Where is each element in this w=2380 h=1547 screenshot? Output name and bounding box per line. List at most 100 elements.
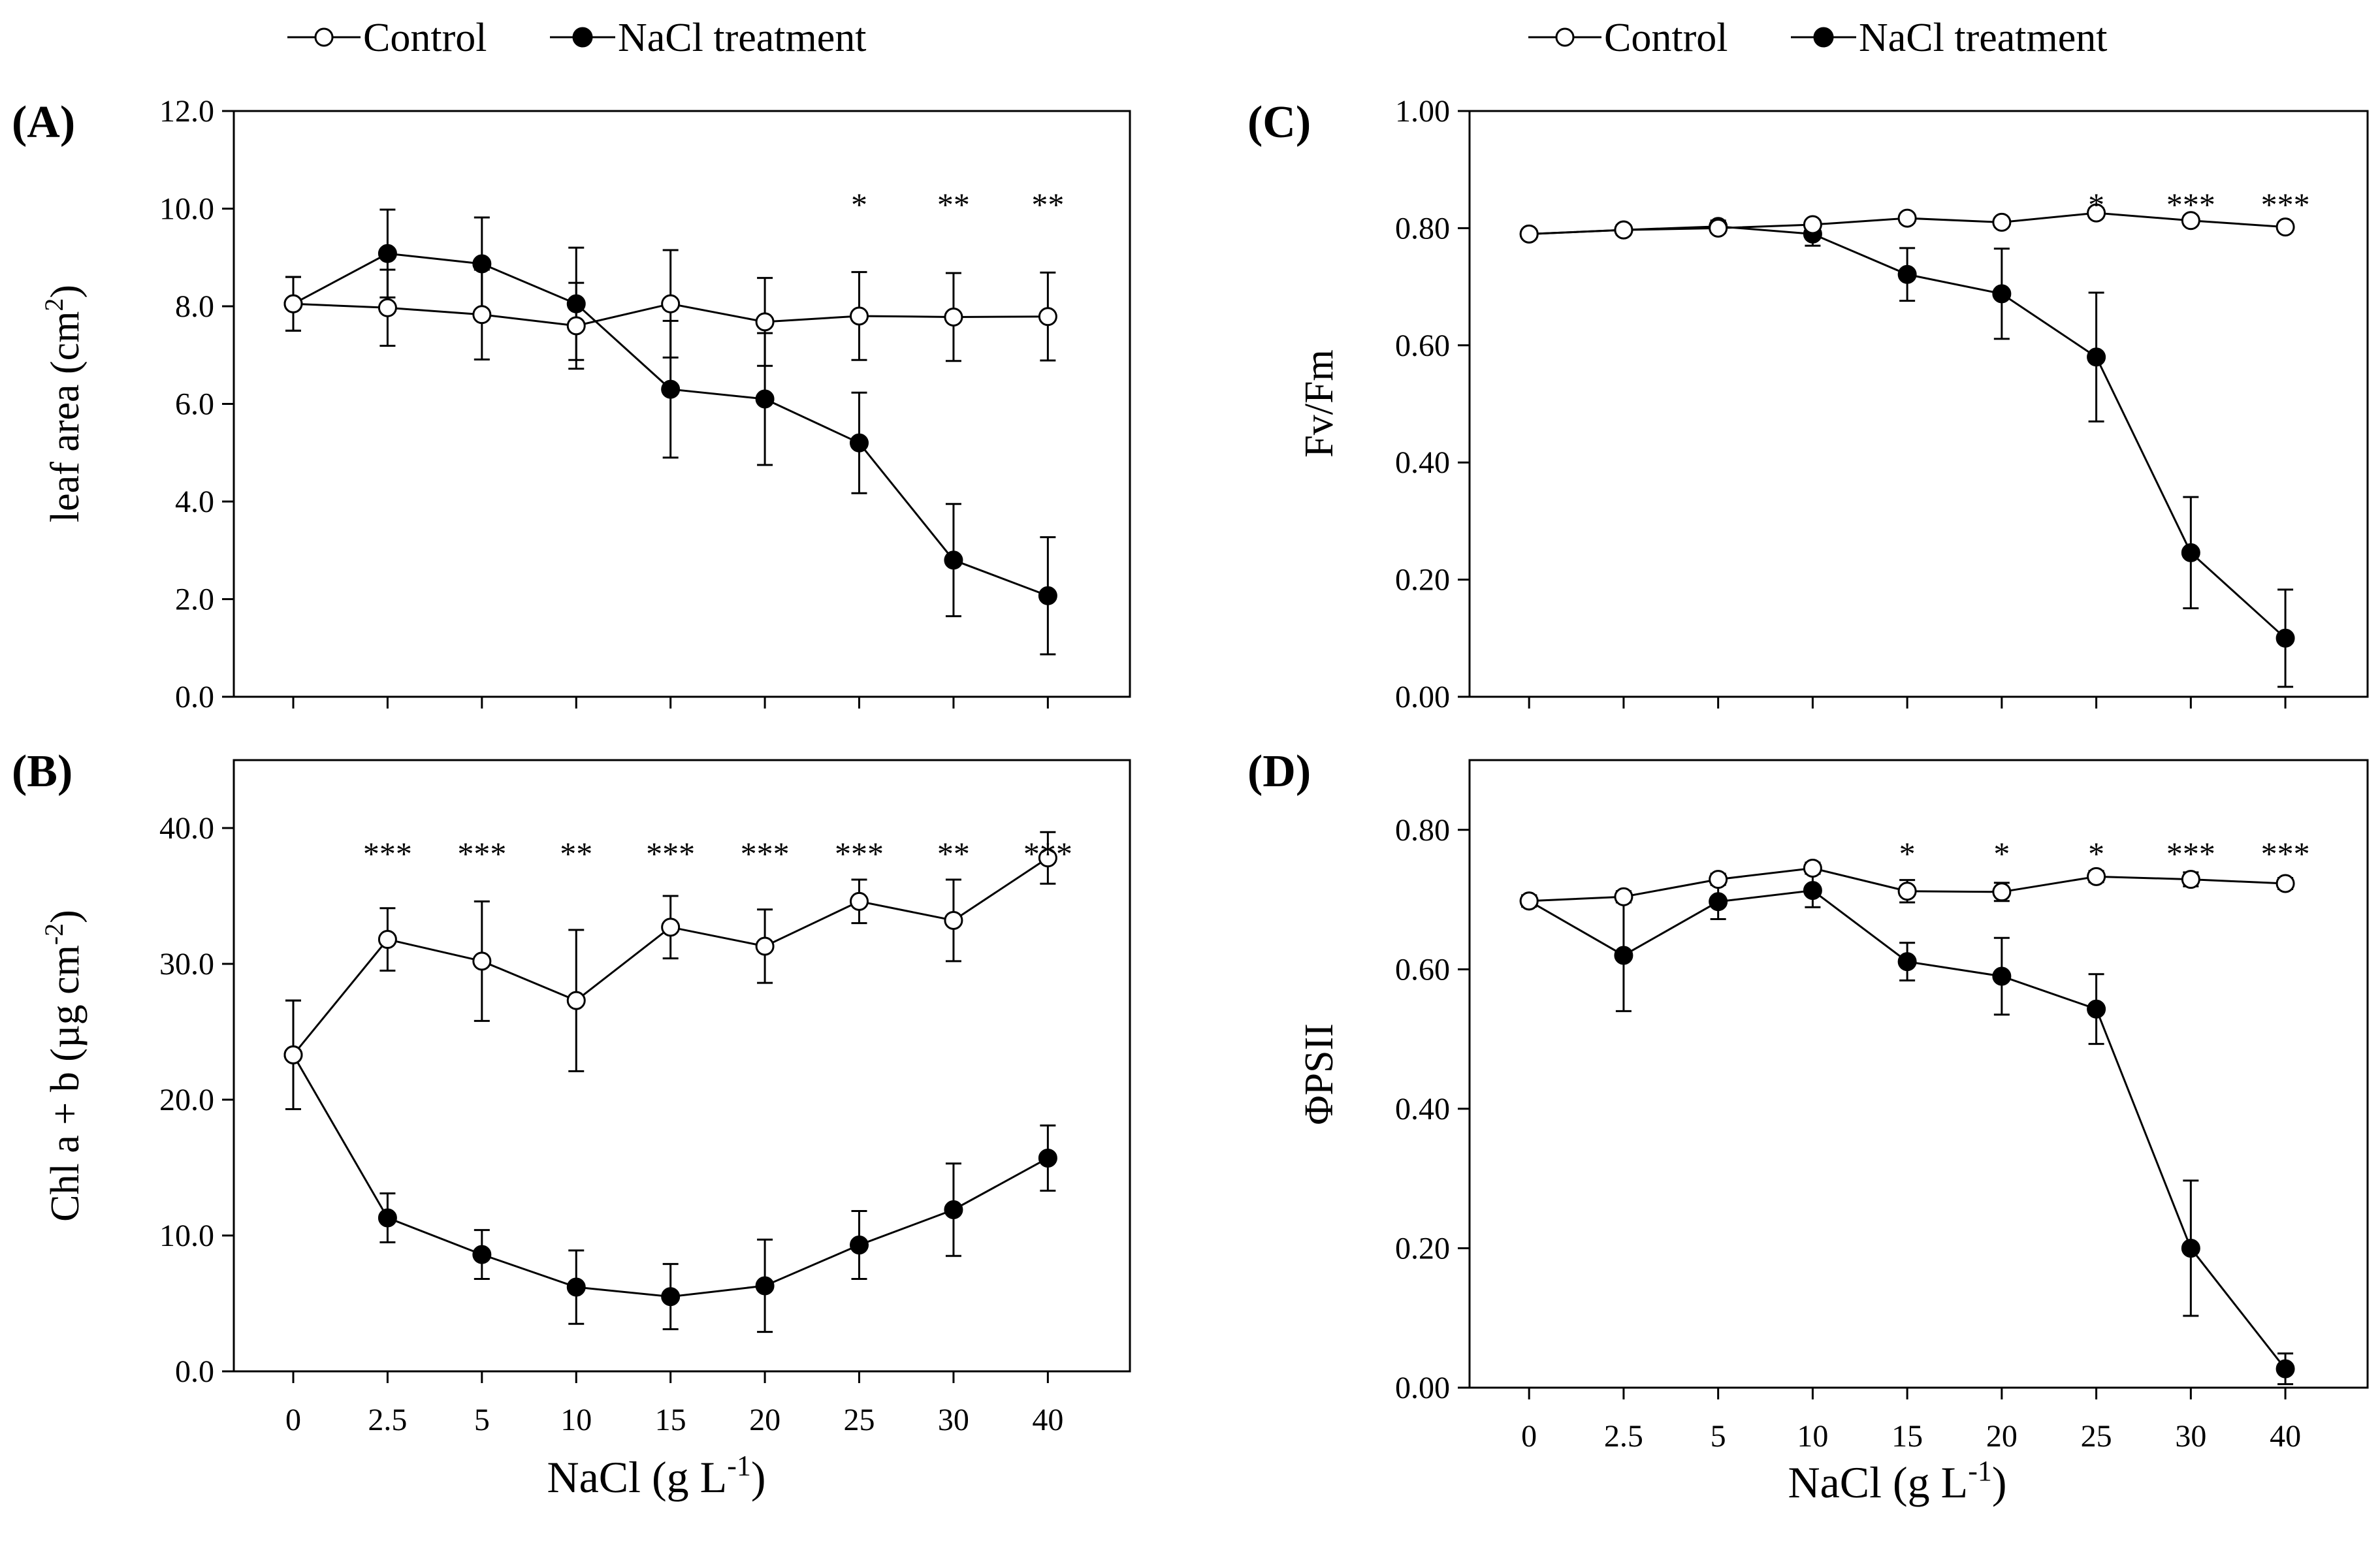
control-point — [2087, 203, 2106, 223]
control-point — [378, 930, 397, 949]
significance-marker: *** — [457, 835, 506, 872]
y-tick-label: 1.00 — [1395, 94, 1450, 129]
y-tick-label: 0.20 — [1395, 1231, 1450, 1266]
control-point — [1519, 224, 1539, 244]
plot-frame — [233, 759, 1131, 1373]
x-tick-label: 30 — [2175, 1419, 2206, 1454]
control-point — [944, 307, 963, 327]
y-tick-label: 0.0 — [175, 680, 214, 714]
significance-marker: * — [1899, 835, 1916, 872]
x-tick-label: 5 — [1711, 1419, 1726, 1454]
nacl-point — [944, 550, 963, 570]
nacl-point — [1897, 264, 1917, 284]
control-point — [1897, 882, 1917, 901]
significance-marker: *** — [646, 835, 695, 872]
control-point — [378, 298, 397, 317]
control-point — [2087, 867, 2106, 886]
y-axis-label: Chl a + b (µg cm-2) — [39, 910, 88, 1222]
nacl-point — [2275, 628, 2295, 648]
nacl-point — [378, 1208, 397, 1228]
control-point — [1709, 218, 1728, 238]
x-tick-label: 15 — [1891, 1419, 1923, 1454]
nacl-point — [850, 1236, 869, 1255]
legend-nacl-marker — [572, 27, 593, 48]
nacl-point — [850, 433, 869, 453]
significance-marker: ** — [560, 835, 592, 872]
y-tick-label: 0.80 — [1395, 211, 1450, 246]
nacl-point — [661, 1287, 681, 1307]
y-tick-label: 8.0 — [175, 289, 214, 324]
significance-marker: *** — [1023, 835, 1072, 872]
y-tick-label: 12.0 — [159, 94, 214, 129]
nacl-point — [1803, 881, 1822, 901]
significance-marker: *** — [363, 835, 412, 872]
legend-left: Control NaCl treatment — [287, 16, 866, 60]
panel-a: 0.0 2.0 4.0 6.0 8.0 10.0 12.0 leaf area (cm2) (A… — [12, 94, 1131, 714]
nacl-point — [1038, 1148, 1057, 1168]
x-tick-label: 20 — [749, 1403, 780, 1437]
significance-marker: * — [851, 186, 867, 223]
x-tick-label: 40 — [1032, 1403, 1063, 1437]
x-tick-label: 25 — [2081, 1419, 2112, 1454]
y-tick-label: 0.80 — [1395, 813, 1450, 848]
significance-marker: *** — [835, 835, 884, 872]
panel-label: (D) — [1247, 746, 1311, 797]
y-tick-label: 0.00 — [1395, 680, 1450, 714]
legend-nacl-marker — [1813, 27, 1834, 48]
nacl-point — [2181, 543, 2200, 562]
nacl-point — [2181, 1238, 2200, 1258]
nacl-point — [944, 1200, 963, 1219]
panel-d: 0.00 0.20 0.40 0.60 0.80 0 2.5 5 10 15 20 25 30 40 ΦPS… — [1247, 746, 2369, 1454]
significance-marker: ** — [937, 186, 970, 223]
x-tick-label: 10 — [560, 1403, 592, 1437]
control-point — [1614, 887, 1633, 906]
legend-control-label: Control — [1604, 16, 1728, 60]
nacl-point — [1992, 284, 2012, 304]
control-point — [566, 316, 586, 336]
control-point — [472, 951, 492, 971]
x-tick-label: 40 — [2270, 1419, 2301, 1454]
y-tick-label: 4.0 — [175, 485, 214, 519]
legend-control-marker — [314, 27, 334, 47]
nacl-point — [2087, 999, 2106, 1019]
nacl-point — [755, 389, 775, 409]
nacl-point — [755, 1276, 775, 1296]
y-tick-label: 0.40 — [1395, 445, 1450, 480]
panel-label: (C) — [1247, 97, 1311, 148]
control-point — [661, 917, 681, 937]
control-point — [283, 294, 303, 313]
nacl-point — [1992, 966, 2012, 986]
control-point — [1992, 882, 2012, 902]
control-point — [2181, 211, 2200, 231]
legend-nacl-label: NaCl treatment — [1859, 16, 2107, 60]
control-point — [1519, 891, 1539, 911]
significance-marker: *** — [2166, 186, 2215, 223]
x-tick-label: 20 — [1986, 1419, 2018, 1454]
y-tick-label: 6.0 — [175, 387, 214, 422]
legend-nacl-label: NaCl treatment — [618, 16, 866, 60]
y-tick-label: 0.40 — [1395, 1092, 1450, 1126]
control-point — [1803, 215, 1822, 234]
control-point — [755, 936, 775, 956]
y-tick-label: 0.00 — [1395, 1371, 1450, 1405]
control-point — [850, 891, 869, 911]
control-point — [1038, 848, 1057, 868]
significance-marker: * — [1993, 835, 2010, 872]
nacl-point — [472, 1245, 492, 1264]
control-point — [1803, 859, 1822, 878]
y-axis-label: leaf area (cm2) — [39, 285, 88, 522]
significance-marker: *** — [741, 835, 790, 872]
y-tick-label: 2.0 — [175, 582, 214, 617]
nacl-point — [1614, 946, 1633, 965]
control-point — [1992, 212, 2012, 232]
x-tick-label: 25 — [844, 1403, 875, 1437]
x-tick-label: 30 — [938, 1403, 969, 1437]
nacl-point — [378, 244, 397, 263]
y-tick-label: 10.0 — [159, 1219, 214, 1253]
x-axis-title-right: NaCl (g L-1) — [1788, 1455, 2006, 1507]
control-point — [661, 294, 681, 313]
legend-control-label: Control — [363, 16, 487, 60]
